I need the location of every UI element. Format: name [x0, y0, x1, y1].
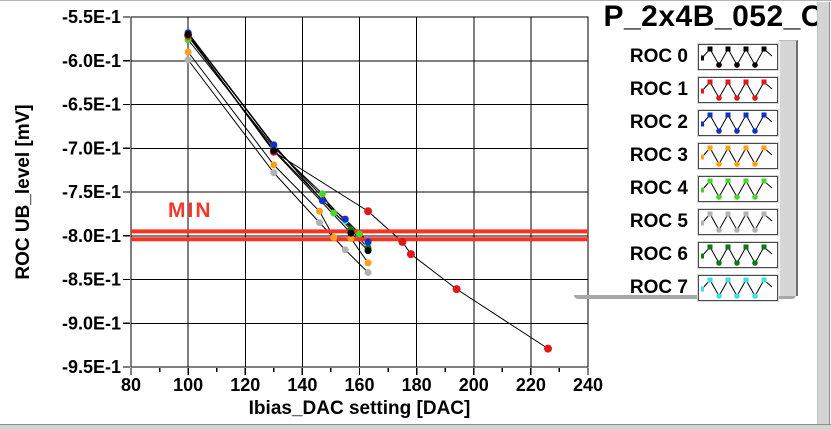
legend-item-roc-2[interactable]: ROC 2	[630, 110, 778, 136]
legend-item-roc-1[interactable]: ROC 1	[630, 77, 778, 103]
markers-roc-7	[184, 30, 372, 248]
series-line-roc-7	[187, 33, 369, 244]
zigzag-trace-icon	[701, 79, 773, 101]
legend-item-roc-0[interactable]: ROC 0	[630, 44, 778, 70]
series-lines	[187, 32, 549, 350]
gridlines	[131, 17, 588, 367]
svg-text:-7.5E-1: -7.5E-1	[62, 182, 121, 202]
markers-roc-5	[184, 56, 372, 276]
series-line-roc-3	[187, 51, 369, 264]
min-limit-label: MIN	[168, 199, 213, 222]
zigzag-trace-icon	[701, 178, 773, 200]
series-line-roc-0	[187, 34, 369, 251]
y-axis-title: ROC UB_level [mV]	[13, 104, 34, 280]
window-right-edge	[817, 2, 830, 424]
legend-panel-shadow	[574, 295, 796, 299]
zigzag-trace-icon	[701, 112, 773, 134]
legend-plot-style-button-roc-6[interactable]	[698, 242, 778, 268]
markers-roc-2	[184, 29, 372, 246]
legend-item-roc-5[interactable]: ROC 5	[630, 209, 778, 235]
legend-plot-style-button-roc-3[interactable]	[698, 143, 778, 169]
plot-frame	[130, 16, 589, 368]
svg-text:-6.0E-1: -6.0E-1	[62, 51, 121, 71]
x-axis-title: Ibias_DAC setting [DAC]	[248, 398, 471, 419]
zigzag-trace-icon	[701, 244, 773, 266]
zigzag-trace-icon	[701, 46, 773, 68]
legend-plot-style-button-roc-0[interactable]	[698, 44, 778, 70]
series-markers	[184, 29, 553, 353]
svg-text:180: 180	[402, 375, 432, 395]
legend-item-roc-6[interactable]: ROC 6	[630, 242, 778, 268]
legend-scrollbar[interactable]	[779, 40, 798, 296]
zigzag-trace-icon	[701, 145, 773, 167]
legend-label-roc-6: ROC 6	[629, 244, 688, 265]
svg-text:80: 80	[121, 375, 141, 395]
legend-label-roc-4: ROC 4	[629, 178, 688, 199]
svg-text:-9.5E-1: -9.5E-1	[62, 357, 121, 377]
legend-item-roc-4[interactable]: ROC 4	[630, 176, 778, 202]
svg-text:-8.0E-1: -8.0E-1	[62, 226, 121, 246]
svg-text:240: 240	[573, 375, 603, 395]
legend-label-roc-5: ROC 5	[629, 211, 688, 232]
markers-roc-3	[184, 48, 372, 267]
legend-plot-style-button-roc-2[interactable]	[698, 110, 778, 136]
zigzag-trace-icon	[701, 277, 773, 299]
svg-text:-5.5E-1: -5.5E-1	[62, 7, 121, 27]
window-bottom-edge	[0, 424, 831, 430]
tick-labels: 80 100 120 140 160 180 200 220 240 -5.5E-1 -6.0E-1…	[62, 7, 603, 395]
svg-text:-9.0E-1: -9.0E-1	[62, 313, 121, 333]
legend-plot-style-button-roc-1[interactable]	[698, 77, 778, 103]
window-top-edge	[0, 0, 831, 1]
svg-text:140: 140	[287, 375, 317, 395]
zigzag-trace-icon	[701, 211, 773, 233]
svg-text:-6.5E-1: -6.5E-1	[62, 95, 121, 115]
markers-roc-0	[184, 31, 372, 255]
legend-plot-style-button-roc-5[interactable]	[698, 209, 778, 235]
legend-label-roc-7: ROC 7	[629, 277, 688, 298]
legend-plot-style-button-roc-4[interactable]	[698, 176, 778, 202]
min-limit-line	[131, 237, 588, 242]
legend-label-roc-0: ROC 0	[629, 46, 688, 67]
legend-label-roc-3: ROC 3	[629, 145, 688, 166]
legend-item-roc-3[interactable]: ROC 3	[630, 143, 778, 169]
legend-item-roc-7[interactable]: ROC 7	[630, 275, 778, 301]
axis-ticks	[123, 16, 589, 375]
legend-label-roc-2: ROC 2	[629, 112, 688, 133]
legend-plot-style-button-roc-7[interactable]	[698, 275, 778, 301]
plot-legend: ROC 0 ROC 1 ROC 2 ROC 3 ROC 4 ROC 5 ROC 6 ROC 7	[630, 44, 778, 308]
legend-label-roc-1: ROC 1	[629, 79, 688, 100]
svg-text:220: 220	[516, 375, 546, 395]
svg-text:200: 200	[459, 375, 489, 395]
svg-text:160: 160	[344, 375, 374, 395]
series-line-roc-2	[187, 32, 369, 243]
graph-title: P_2x4B_052_C	[603, 0, 823, 33]
svg-text:120: 120	[230, 375, 260, 395]
svg-text:-8.5E-1: -8.5E-1	[62, 270, 121, 290]
svg-text:100: 100	[173, 375, 203, 395]
svg-text:-7.0E-1: -7.0E-1	[62, 138, 121, 158]
